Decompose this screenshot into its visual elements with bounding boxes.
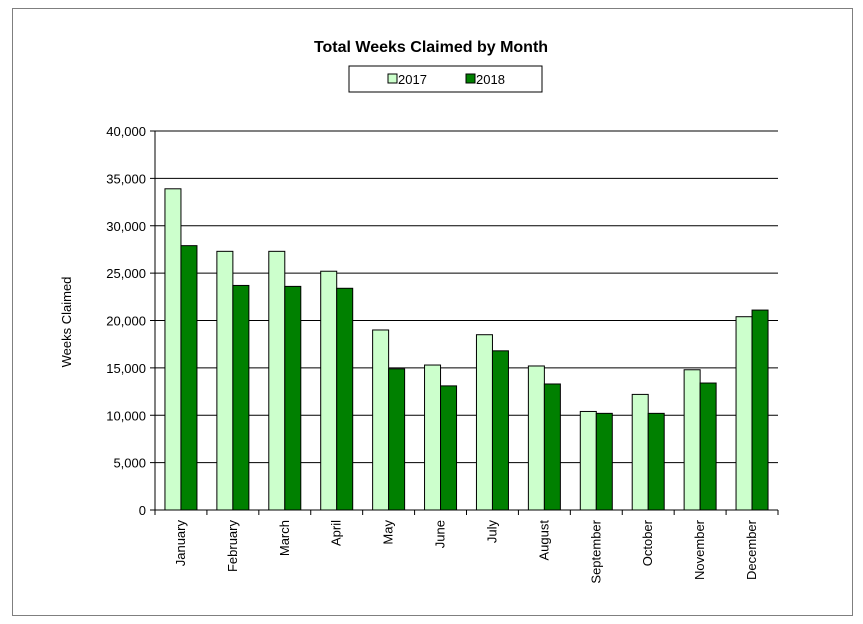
y-tick-label: 10,000 — [106, 408, 146, 423]
y-axis-title: Weeks Claimed — [59, 277, 74, 368]
x-tick-label-september: September — [588, 519, 603, 583]
y-tick-label: 25,000 — [106, 266, 146, 281]
bar-2018-january — [180, 245, 198, 511]
y-tick-label: 40,000 — [106, 124, 146, 139]
bar-2018-december — [751, 309, 769, 511]
y-tick-label: 15,000 — [106, 361, 146, 376]
bar-2017-july — [475, 334, 493, 511]
y-tick-label: 5,000 — [113, 456, 146, 471]
chart-title: Total Weeks Claimed by Month — [314, 39, 548, 56]
x-tick-label-may: May — [381, 520, 396, 545]
x-tick-label-august: August — [536, 520, 551, 561]
y-tick-label: 20,000 — [106, 314, 146, 329]
x-tick-label-february: February — [225, 520, 240, 573]
x-tick-label-march: March — [277, 520, 292, 556]
y-tick-label: 30,000 — [106, 219, 146, 234]
y-tick-label: 35,000 — [106, 171, 146, 186]
bar-2018-april — [336, 287, 354, 511]
x-tick-label-october: October — [640, 519, 655, 566]
legend-label-2017: 2017 — [398, 72, 427, 87]
x-tick-label-july: July — [484, 520, 499, 544]
bar-2017-june — [424, 364, 442, 511]
y-tick-labels: 0 5,000 10,000 15,000 20,000 25,000 30,000 35,0… — [106, 124, 146, 518]
x-tick-label-april: April — [329, 520, 344, 546]
bar-2018-february — [232, 284, 250, 511]
x-tick-label-january: January — [173, 520, 188, 567]
bar-2017-november — [683, 369, 701, 511]
axes — [150, 130, 779, 515]
bar-2017-march — [268, 250, 286, 511]
bar-2017-october — [631, 393, 649, 511]
bar-2018-august — [543, 383, 561, 511]
legend-label-2018: 2018 — [476, 72, 505, 87]
bar-2018-march — [284, 285, 302, 511]
bar-2018-may — [388, 368, 406, 511]
bar-2017-february — [216, 250, 234, 511]
bar-2017-august — [527, 365, 545, 511]
bar-2017-january — [164, 188, 182, 511]
legend-box — [348, 65, 543, 93]
bar-2018-july — [491, 350, 509, 511]
bar-2018-june — [440, 385, 458, 511]
legend: 2017 2018 — [348, 65, 543, 93]
bar-2018-november — [699, 382, 717, 511]
legend-swatch-2018 — [465, 73, 476, 84]
y-tick-label: 0 — [139, 503, 146, 518]
bar-2018-september — [595, 412, 613, 511]
x-tick-labels: January February March April May June July Augu… — [173, 519, 759, 583]
bar-2017-april — [320, 270, 338, 511]
legend-swatch-2017 — [387, 73, 398, 84]
bars — [164, 188, 769, 511]
x-tick-label-june: June — [433, 520, 448, 548]
x-tick-label-december: December — [744, 519, 759, 580]
bar-2017-december — [735, 316, 753, 511]
bar-2017-may — [372, 329, 390, 511]
x-tick-label-november: November — [692, 519, 707, 580]
bar-2017-september — [579, 410, 597, 511]
bar-2018-october — [647, 412, 665, 511]
chart-frame — [12, 8, 853, 616]
